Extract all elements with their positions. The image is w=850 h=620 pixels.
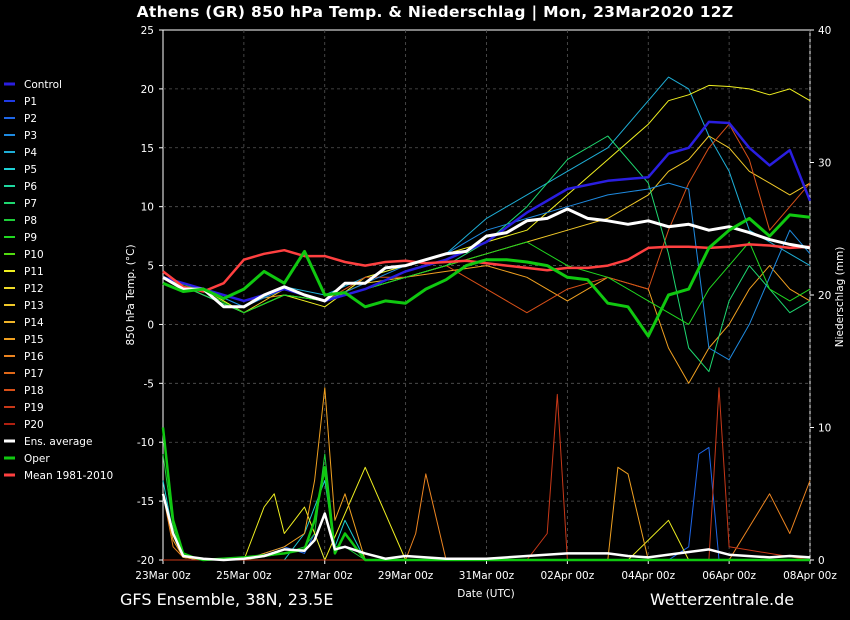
legend-label: P11 xyxy=(24,266,44,278)
legend-item: P19 xyxy=(4,402,44,414)
legend-item: P8 xyxy=(4,215,37,227)
x-tick-label: 02Apr 00z xyxy=(541,570,595,582)
temperature-series xyxy=(162,76,812,384)
legend-label: Control xyxy=(24,79,62,91)
temp-line-p11 xyxy=(162,84,811,314)
legend-label: P13 xyxy=(24,300,44,312)
site-credit[interactable]: Wetterzentrale.de xyxy=(650,590,795,609)
legend-label: P18 xyxy=(24,385,44,397)
legend-item: Oper xyxy=(4,453,50,465)
x-tick-label: 29Mar 00z xyxy=(378,570,434,582)
legend-item: Mean 1981-2010 xyxy=(4,470,113,482)
y-tick-label: 10 xyxy=(141,202,154,214)
x-axis: 23Mar 00z 25Mar 00z 27Mar 00z 29Mar 00z 31Ma… xyxy=(135,560,837,582)
x-tick-label: 08Apr 00z xyxy=(783,570,837,582)
model-info: GFS Ensemble, 38N, 23.5E xyxy=(120,590,334,609)
legend-item: Control xyxy=(4,79,62,91)
legend-item: P2 xyxy=(4,113,37,125)
legend-label: P14 xyxy=(24,317,44,329)
legend-item: P10 xyxy=(4,249,44,261)
y2-tick-label: 40 xyxy=(818,25,831,37)
x-tick-label: 27Mar 00z xyxy=(297,570,353,582)
y-tick-label: -15 xyxy=(137,496,154,508)
y2-tick-label: 20 xyxy=(818,290,831,302)
chart-title: Athens (GR) 850 hPa Temp. & Niederschlag… xyxy=(136,3,734,21)
legend-label: Ens. average xyxy=(24,436,92,448)
x-tick-label: 04Apr 00z xyxy=(621,570,675,582)
legend-item: P14 xyxy=(4,317,44,329)
legend-label: P15 xyxy=(24,334,44,346)
legend-label: P9 xyxy=(24,232,37,244)
temp-line-ens-average xyxy=(162,207,811,309)
legend-item: Ens. average xyxy=(4,436,92,448)
precipitation-series xyxy=(161,387,811,562)
legend-label: P1 xyxy=(24,96,37,108)
y2-tick-label: 10 xyxy=(818,423,831,435)
legend-label: P3 xyxy=(24,130,37,142)
legend-label: P19 xyxy=(24,402,44,414)
y-tick-label: 15 xyxy=(141,143,154,155)
legend-label: P17 xyxy=(24,368,44,380)
legend-label: P16 xyxy=(24,351,44,363)
y-tick-label: -5 xyxy=(144,378,154,390)
temp-line-p4 xyxy=(162,76,811,308)
legend-label: P10 xyxy=(24,249,44,261)
x-tick-label: 31Mar 00z xyxy=(459,570,515,582)
legend-label: P2 xyxy=(24,113,37,125)
y-tick-label: 20 xyxy=(141,84,154,96)
legend-item: P18 xyxy=(4,385,44,397)
y-tick-label: 25 xyxy=(141,25,154,37)
y2-tick-label: 0 xyxy=(818,555,825,567)
temp-line-p9 xyxy=(162,241,811,325)
legend-item: P1 xyxy=(4,96,37,108)
legend-item: P15 xyxy=(4,334,44,346)
legend-label: P20 xyxy=(24,419,44,431)
x-tick-label: 06Apr 00z xyxy=(702,570,756,582)
legend: Control P1 P2 P3 P4 P5 P6 P7 P8 P9 P10 P11 P12 P13 P14… xyxy=(4,79,113,482)
temp-line-mean-1981-2010 xyxy=(162,243,811,293)
y2-axis-label: Niederschlag (mm) xyxy=(834,247,846,348)
x-tick-label: 25Mar 00z xyxy=(216,570,272,582)
legend-label: P4 xyxy=(24,147,37,159)
y-axis-left: 25 20 15 10 5 0 -5 -10 -15 -20 xyxy=(137,25,163,567)
legend-item: P4 xyxy=(4,147,37,159)
legend-label: P7 xyxy=(24,198,37,210)
legend-item: P11 xyxy=(4,266,44,278)
y2-tick-label: 30 xyxy=(818,158,831,170)
y-tick-label: 0 xyxy=(147,319,154,331)
x-axis-label: Date (UTC) xyxy=(457,588,514,600)
y-tick-label: -10 xyxy=(137,437,154,449)
legend-item: P12 xyxy=(4,283,44,295)
legend-item: P20 xyxy=(4,419,44,431)
y-axis-right: 40 30 20 10 0 xyxy=(810,25,831,567)
precip-line-ens-average xyxy=(161,493,811,562)
y-tick-label: -20 xyxy=(137,555,154,567)
legend-label: Oper xyxy=(24,453,50,465)
legend-item: P13 xyxy=(4,300,44,312)
legend-label: Mean 1981-2010 xyxy=(24,470,113,482)
legend-item: P9 xyxy=(4,232,37,244)
precip-line-p19 xyxy=(163,387,811,561)
legend-label: P12 xyxy=(24,283,44,295)
legend-label: P8 xyxy=(24,215,37,227)
legend-label: P5 xyxy=(24,164,37,176)
legend-item: P6 xyxy=(4,181,37,193)
temp-line-oper xyxy=(162,213,811,338)
y-tick-label: 5 xyxy=(147,261,154,273)
legend-item: P16 xyxy=(4,351,44,363)
x-tick-label: 23Mar 00z xyxy=(135,570,191,582)
legend-label: P6 xyxy=(24,181,37,193)
y-axis-label: 850 hPa Temp. (°C) xyxy=(125,244,137,345)
legend-item: P5 xyxy=(4,164,37,176)
legend-item: P17 xyxy=(4,368,44,380)
legend-item: P7 xyxy=(4,198,37,210)
legend-item: P3 xyxy=(4,130,37,142)
